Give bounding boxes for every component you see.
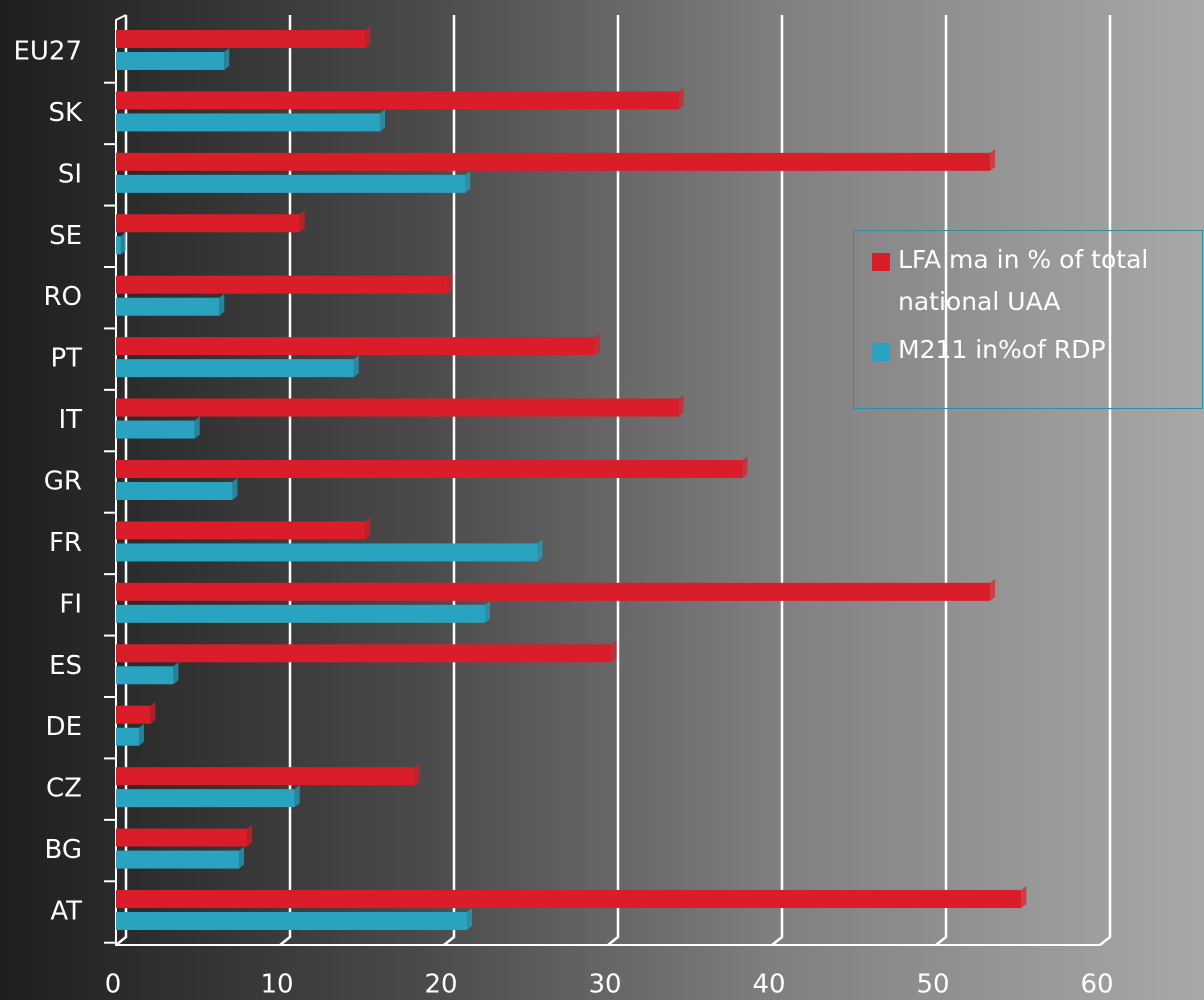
bar-depth bbox=[173, 662, 179, 685]
bar bbox=[116, 582, 991, 601]
x-tick-label: 60 bbox=[1080, 970, 1113, 1000]
y-tick-label: SK bbox=[48, 98, 83, 128]
x-tick-label: 0 bbox=[105, 970, 122, 1000]
y-tick-label: DE bbox=[46, 712, 82, 742]
bar-depth bbox=[232, 478, 238, 500]
y-tick-label: SI bbox=[58, 159, 82, 189]
bar-depth bbox=[537, 539, 543, 562]
bar-depth bbox=[611, 640, 617, 663]
bar bbox=[116, 398, 679, 417]
y-tick-label: ES bbox=[49, 651, 82, 681]
bar-depth bbox=[678, 394, 684, 417]
bar bbox=[116, 152, 991, 171]
y-tick-label: BG bbox=[44, 835, 82, 865]
bar bbox=[116, 236, 121, 255]
bar-depth bbox=[990, 578, 996, 601]
bar bbox=[116, 890, 1022, 908]
bar bbox=[116, 297, 220, 316]
x-tick-label: 30 bbox=[588, 970, 621, 1000]
y-tick-label: IT bbox=[58, 405, 82, 435]
x-tick-label: 10 bbox=[260, 970, 293, 1000]
bar bbox=[116, 359, 354, 378]
bar bbox=[116, 850, 239, 869]
bar-depth bbox=[466, 908, 472, 930]
legend-label: M211 in%of RDP bbox=[898, 335, 1106, 364]
x-tick-label: 40 bbox=[752, 970, 785, 1000]
bar-depth bbox=[138, 723, 144, 746]
bar bbox=[116, 912, 467, 930]
grid-line bbox=[279, 15, 292, 946]
y-tick-label: PT bbox=[50, 344, 82, 374]
grid-line bbox=[935, 15, 948, 946]
bar-depth bbox=[239, 846, 244, 869]
legend-label: LFA ma in % of total national UAA bbox=[898, 245, 1149, 316]
bar-depth bbox=[247, 824, 253, 847]
bar-depth bbox=[353, 355, 359, 378]
y-tick-label: AT bbox=[50, 897, 82, 927]
legend-item: M211 in%of RDP bbox=[872, 329, 1202, 371]
y-tick-label: GR bbox=[44, 467, 82, 497]
bar-depth bbox=[120, 232, 126, 255]
bar-depth bbox=[414, 763, 420, 786]
bar bbox=[116, 275, 448, 294]
bar bbox=[116, 30, 366, 48]
legend: LFA ma in % of total national UAA M211 in… bbox=[853, 230, 1203, 409]
legend-item: LFA ma in % of total national UAA bbox=[872, 239, 1202, 323]
bar bbox=[116, 705, 151, 724]
bar-depth bbox=[594, 333, 600, 356]
bar-depth bbox=[380, 109, 386, 132]
y-tick-label: FR bbox=[49, 528, 82, 558]
bar bbox=[116, 666, 174, 685]
bar bbox=[116, 767, 415, 786]
x-tick-label: 20 bbox=[424, 970, 457, 1000]
bar bbox=[116, 460, 743, 478]
bar bbox=[116, 828, 248, 847]
bar-depth bbox=[365, 26, 371, 48]
bar-depth bbox=[194, 416, 200, 439]
y-tick-label: EU27 bbox=[13, 37, 82, 67]
bar-depth bbox=[485, 600, 490, 623]
bar bbox=[116, 543, 538, 562]
x-tick-label: 50 bbox=[916, 970, 949, 1000]
bar bbox=[116, 91, 679, 110]
bar bbox=[116, 337, 595, 356]
bar-depth bbox=[990, 148, 996, 171]
bar bbox=[116, 604, 485, 623]
grid-line bbox=[443, 15, 456, 946]
y-tick-label: FI bbox=[59, 589, 82, 619]
legend-swatch bbox=[872, 343, 890, 361]
bar-depth bbox=[447, 271, 453, 294]
grid-line bbox=[115, 15, 128, 946]
grid-line bbox=[1099, 15, 1112, 946]
bar-depth bbox=[742, 456, 748, 478]
y-tick-label: CZ bbox=[46, 774, 82, 804]
bar-depth bbox=[294, 785, 300, 808]
bar bbox=[116, 521, 366, 540]
bar-depth bbox=[465, 170, 471, 193]
y-tick-label: RO bbox=[43, 282, 82, 312]
bar-depth bbox=[1021, 886, 1027, 908]
bar bbox=[116, 789, 295, 808]
bar-depth bbox=[224, 48, 230, 70]
bar-depth bbox=[299, 210, 305, 233]
bar bbox=[116, 113, 381, 132]
bar bbox=[116, 52, 225, 70]
bar-depth bbox=[150, 701, 156, 724]
bar-depth bbox=[365, 517, 371, 540]
y-tick-label: SE bbox=[49, 221, 82, 251]
bar bbox=[116, 644, 612, 663]
bar-depth bbox=[678, 87, 684, 110]
grid-line bbox=[771, 15, 784, 946]
legend-swatch bbox=[872, 253, 890, 271]
bar bbox=[116, 482, 233, 500]
bar bbox=[116, 727, 139, 746]
grid-line bbox=[607, 15, 620, 946]
bar-depth bbox=[219, 293, 225, 316]
bar bbox=[116, 420, 195, 439]
bar bbox=[116, 214, 300, 233]
bar bbox=[116, 174, 466, 193]
